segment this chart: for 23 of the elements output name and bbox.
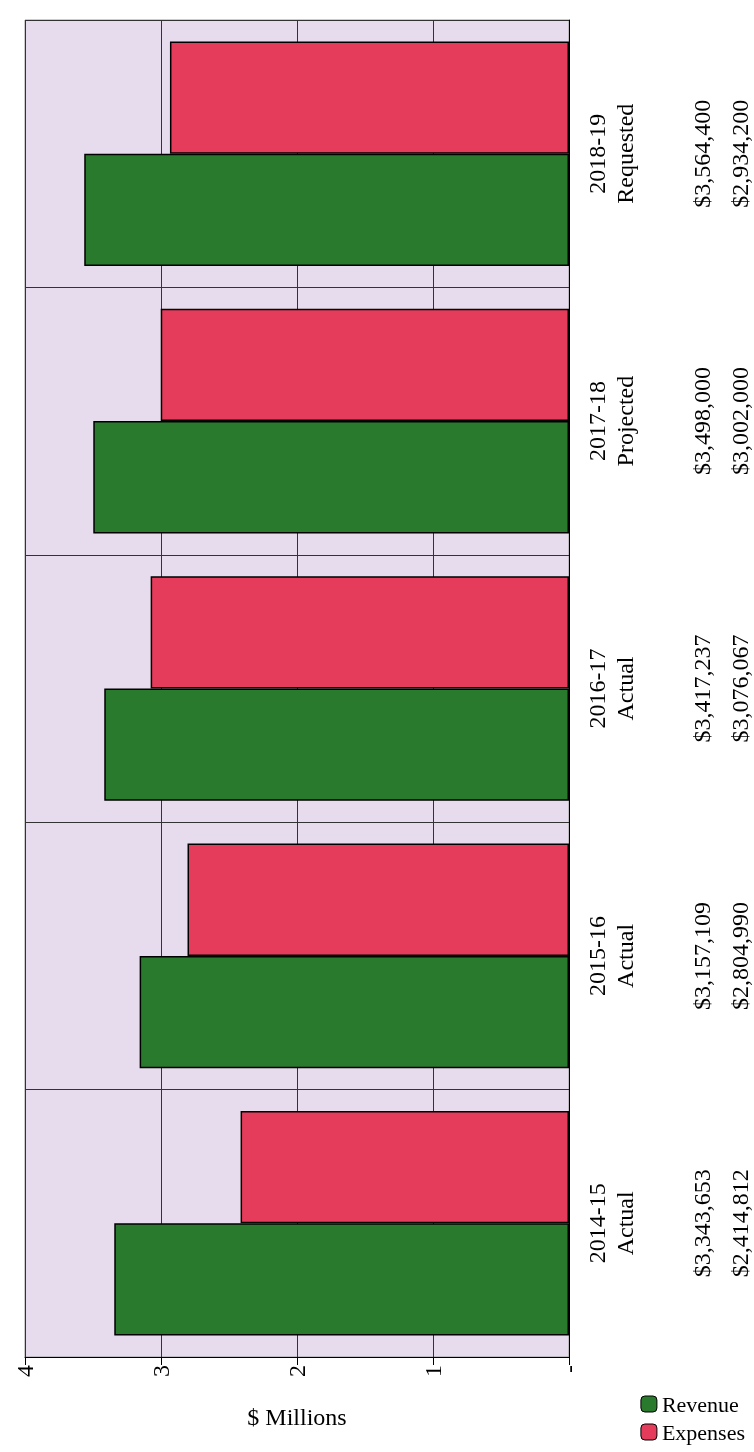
text: $2,934,200 [727,99,753,208]
y-tick-label: 2018-19 Requested [584,103,638,204]
text: $3,417,237 [689,634,715,743]
text: $2,804,990 [727,901,753,1010]
text: $3,564,400 [689,99,715,208]
x-tick-label: 4 [12,1365,38,1377]
y-tick-label: 2016-17 Actual [584,648,638,729]
x-tick-label: - [556,1365,582,1373]
y-tick-label: 2014-15 Actual [584,1183,638,1264]
x-tick-label: 2 [284,1365,310,1377]
y-tick-label: 2015-16 Actual [584,915,638,996]
text: $3,002,000 [727,367,753,476]
text: $3,076,067 [727,634,753,743]
y-tick-label: 2017-18 Projected [584,375,638,467]
legend-label: Expenses [661,1419,745,1445]
x-tick-label: 3 [148,1365,174,1377]
legend-label: Revenue [661,1391,739,1417]
text: $2,414,812 [727,1169,753,1278]
text: $3,157,109 [689,901,715,1010]
text: $3,343,653 [689,1169,715,1278]
x-tick-label: 1 [420,1365,446,1377]
text: $3,498,000 [689,367,715,476]
x-axis-title: $ Millions [247,1404,347,1430]
